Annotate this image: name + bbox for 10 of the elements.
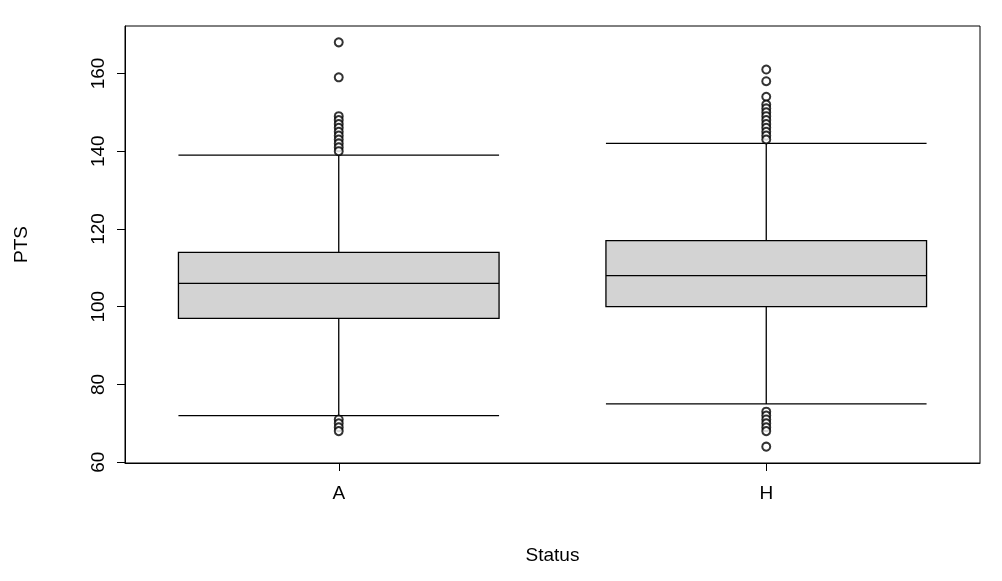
y-tick-label: 60 — [87, 451, 108, 473]
y-tick-label: 100 — [87, 290, 108, 323]
y-axis-title: PTS — [10, 226, 31, 263]
y-tick-label: 120 — [87, 213, 108, 245]
x-axis-title: Status — [525, 544, 580, 565]
y-tick-label: 80 — [87, 373, 108, 396]
y-tick-label: 160 — [87, 57, 108, 90]
x-tick-label: A — [332, 482, 346, 503]
x-tick-label: H — [759, 482, 774, 503]
y-tick-label: 140 — [87, 135, 108, 168]
